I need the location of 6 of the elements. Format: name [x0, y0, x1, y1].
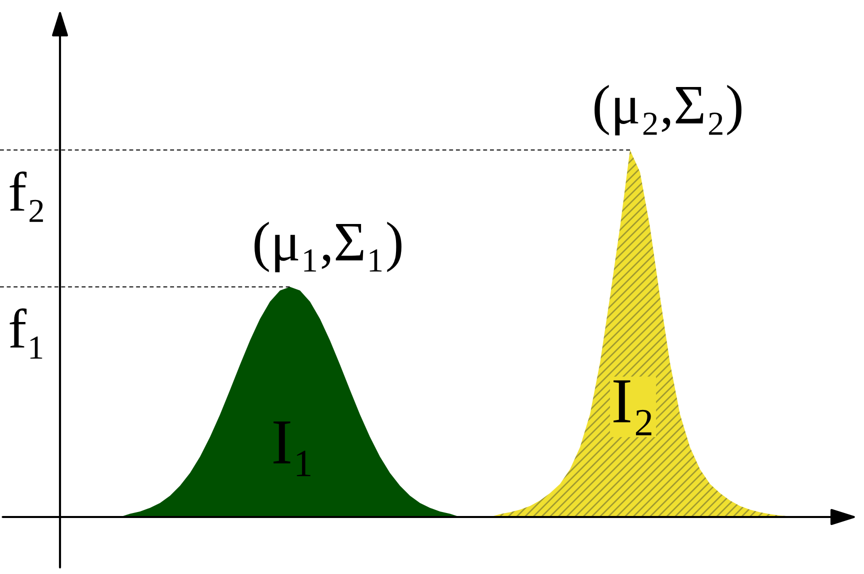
- series-label: I₁: [274, 421, 310, 476]
- ref-line-label: f₂: [10, 172, 43, 222]
- series-label: I₂: [614, 380, 652, 436]
- ref-line-label: f₁: [10, 308, 42, 359]
- annotation: (μ₁,Σ₁): [254, 222, 402, 272]
- text: (μ₂,Σ₂): [594, 84, 742, 136]
